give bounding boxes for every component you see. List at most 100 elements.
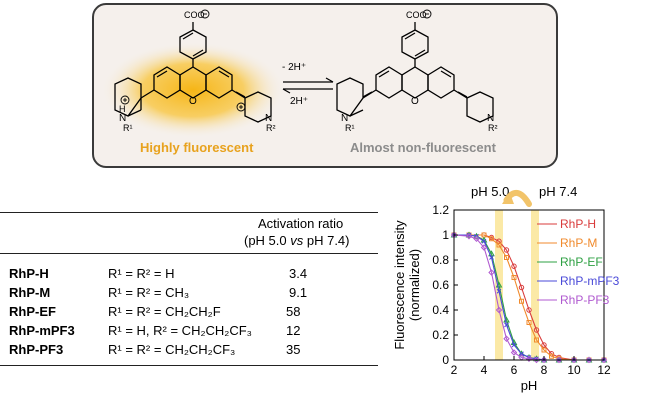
ph-annotation-label: pH 5.0 [471, 184, 509, 199]
data-point [518, 350, 525, 357]
data-point [549, 353, 554, 359]
y-tick-label: 1.2 [432, 203, 449, 217]
charge-marks [120, 9, 432, 112]
right-r2-label: R² [488, 123, 498, 133]
series-line [454, 234, 604, 361]
data-point [555, 356, 563, 364]
probe-name: RhP-PF3 [9, 342, 64, 357]
data-point [525, 355, 533, 362]
y-tick-label: 0.8 [432, 253, 449, 267]
right-o-label: O [411, 96, 419, 107]
legend-label: RhP-mPF3 [560, 274, 620, 288]
protonation-label: 2H⁺ [290, 96, 309, 107]
right-coo-label: COO [406, 10, 427, 20]
data-point [480, 244, 488, 251]
data-point [518, 284, 525, 291]
data-point [489, 236, 494, 242]
data-point [600, 356, 608, 364]
right-molecule [336, 22, 494, 123]
data-point [526, 307, 532, 313]
data-point [504, 255, 509, 260]
legend-label: RhP-EF [560, 255, 603, 269]
right-n2-label: N [487, 113, 494, 124]
right-r1-label: R¹ [345, 123, 355, 133]
ph-highlight-band [531, 210, 539, 360]
highly-fluorescent-label: Highly fluorescent [140, 140, 254, 155]
probe-formula: R¹ = R² = CH₂CH₂CF₃ [108, 342, 236, 357]
series-line [454, 234, 604, 361]
data-point [533, 327, 540, 333]
data-point [510, 349, 518, 356]
x-tick-label: 2 [451, 363, 458, 377]
data-point [489, 255, 494, 260]
ph-titration-chart: 2 4 6 8 10 12 0 0.2 0.4 0.6 0.8 1 1.2 pH Fluorescence … [392, 184, 620, 393]
left-coo-label: COO [184, 10, 205, 20]
fluorescence-glow [101, 42, 285, 138]
deprotonation-label: - 2H⁺ [282, 62, 307, 73]
left-r2-label: R² [266, 123, 276, 133]
curved-arrow-head [502, 192, 514, 204]
x-tick-label: 10 [567, 363, 581, 377]
data-point [511, 263, 517, 269]
legend-label: RhP-PF3 [560, 293, 610, 307]
non-fluorescent-label: Almost non-fluorescent [350, 140, 496, 155]
y-tick-label: 0.4 [432, 303, 449, 317]
legend-label: RhP-M [560, 236, 597, 250]
reaction-scheme: COO O N R¹ R² N H COO O N R¹ N R² [101, 9, 498, 138]
x-tick-label: 6 [511, 363, 518, 377]
y-tick-label: 0.2 [432, 328, 449, 342]
activation-ratio: 58 [286, 304, 301, 319]
activation-ratio: 3.4 [289, 266, 308, 281]
table-bottom-rule [0, 365, 378, 366]
y-tick-label: 1 [442, 228, 449, 242]
data-point [526, 320, 532, 325]
data-point [503, 335, 510, 342]
activation-ratio: 35 [286, 342, 301, 357]
probe-name: RhP-mPF3 [9, 323, 75, 338]
probe-formula: R¹ = R² = H [108, 266, 175, 281]
table-header-rule [0, 253, 378, 254]
y-tick-label: 0 [442, 353, 449, 367]
probe-name: RhP-EF [9, 304, 56, 319]
data-point [488, 269, 495, 276]
data-point [511, 275, 517, 280]
data-point [534, 337, 539, 343]
data-point [519, 351, 524, 357]
data-point [585, 356, 593, 364]
x-tick-label: 12 [597, 363, 611, 377]
data-point [496, 242, 502, 248]
data-point [465, 233, 473, 240]
probe-name: RhP-M [9, 285, 51, 300]
left-n2-label: N [265, 113, 272, 124]
data-point [481, 238, 487, 244]
data-point [473, 235, 480, 242]
probe-formula: R¹ = H, R² = CH₂CH₂CF₃ [108, 323, 252, 338]
ph-annotation-label: pH 7.4 [539, 184, 577, 199]
data-point [570, 356, 578, 364]
left-n1-label: N [119, 113, 126, 124]
table-header-line1: Activation ratio [258, 216, 344, 231]
data-point [519, 298, 524, 304]
activation-ratio: 9.1 [289, 285, 308, 300]
data-point [496, 288, 502, 294]
legend-label: RhP-H [560, 217, 596, 231]
data-point [533, 356, 540, 364]
data-point [504, 322, 509, 328]
right-n1-label: N [341, 113, 348, 124]
left-molecule [114, 22, 272, 123]
equilibrium-arrows [282, 77, 334, 94]
probe-formula: R¹ = R² = CH₂CH₂F [108, 304, 221, 319]
probe-name: RhP-H [9, 266, 49, 281]
y-tick-label: 0.6 [432, 278, 449, 292]
x-axis-label: pH [521, 378, 538, 393]
data-point [540, 356, 548, 364]
probe-formula: R¹ = R² = CH₃ [108, 285, 190, 300]
left-r1-label: R¹ [123, 123, 133, 133]
data-point [495, 306, 503, 314]
left-h-label: H [119, 104, 126, 114]
data-point [503, 247, 510, 253]
data-point [511, 342, 517, 348]
data-point [541, 342, 547, 348]
left-o-label: O [189, 96, 197, 107]
data-point [541, 347, 547, 353]
